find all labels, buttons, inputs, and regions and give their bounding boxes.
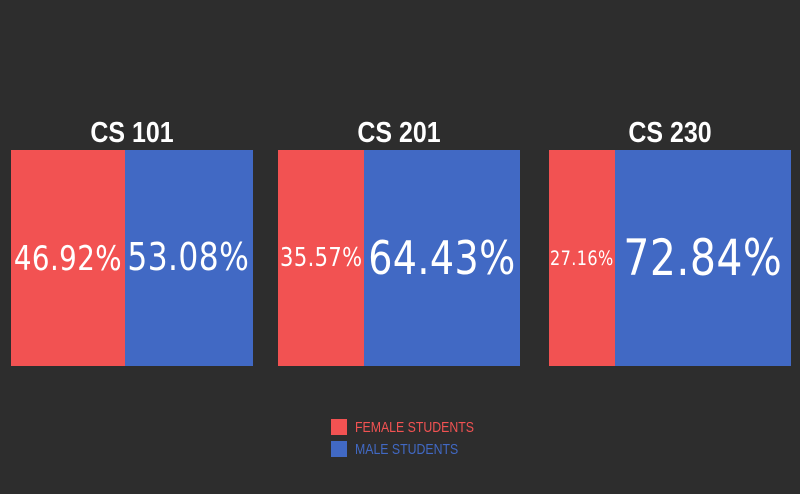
- panel-title: CS 230: [628, 117, 712, 149]
- data-label-female: 27.16%: [549, 246, 614, 270]
- bar-female: 27.16%: [549, 150, 615, 366]
- bar-male: 53.08%: [124, 150, 253, 366]
- data-label-female: 46.92%: [13, 238, 122, 278]
- chart-panel-cs230: CS 230 27.16% 72.84%: [549, 116, 791, 366]
- data-label-female: 35.57%: [279, 243, 363, 273]
- bar-male: 72.84%: [614, 150, 791, 366]
- legend-label-male: MALE STUDENTS: [355, 440, 459, 458]
- legend-swatch-female: [331, 419, 347, 435]
- data-label-male: 64.43%: [368, 231, 516, 285]
- stacked-bar: 46.92% 53.08%: [11, 150, 253, 366]
- bar-female: 46.92%: [11, 150, 125, 366]
- bar-male: 64.43%: [364, 150, 520, 366]
- chart-panel-cs101: CS 101 46.92% 53.08%: [11, 116, 253, 366]
- bar-female: 35.57%: [278, 150, 365, 366]
- legend-item-female: FEMALE STUDENTS: [331, 416, 500, 438]
- legend: FEMALE STUDENTS MALE STUDENTS: [331, 416, 500, 460]
- data-label-male: 53.08%: [127, 236, 250, 280]
- data-label-male: 72.84%: [623, 229, 783, 287]
- legend-item-male: MALE STUDENTS: [331, 438, 500, 460]
- stacked-bar: 27.16% 72.84%: [549, 150, 791, 366]
- panel-title: CS 101: [90, 117, 174, 149]
- legend-label-female: FEMALE STUDENTS: [355, 418, 474, 436]
- legend-swatch-male: [331, 441, 347, 457]
- chart-panel-cs201: CS 201 35.57% 64.43%: [278, 116, 520, 366]
- panel-title: CS 201: [357, 117, 441, 149]
- stacked-bar: 35.57% 64.43%: [278, 150, 520, 366]
